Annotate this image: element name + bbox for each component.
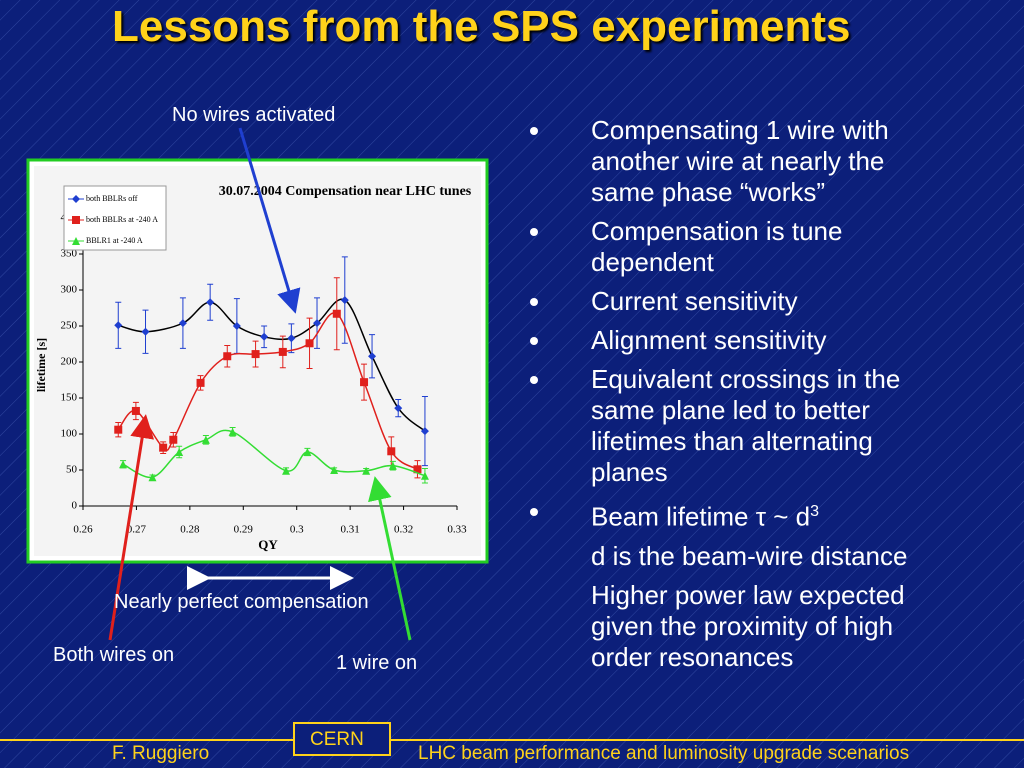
- annotation: 1 wire on: [336, 652, 418, 674]
- legend-label: BBLR1 at -240 A: [86, 236, 143, 245]
- org-box: [293, 722, 391, 756]
- point: [206, 298, 215, 307]
- point: [196, 378, 205, 387]
- point: [114, 321, 123, 330]
- point: [131, 406, 140, 415]
- x-tick-label: 0.28: [180, 524, 200, 536]
- slide-title: Lessons from the SPS experiments: [112, 2, 851, 51]
- point: [141, 327, 150, 336]
- point: [332, 309, 341, 318]
- point: [148, 473, 157, 482]
- point: [330, 466, 339, 474]
- note: d is the beam-wire distance: [591, 540, 908, 571]
- bullet-text: Beam lifetime τ ~ d: [591, 501, 811, 532]
- legend-marker: [72, 195, 80, 203]
- bullet: Compensating 1 wire with another wire at…: [520, 115, 940, 208]
- point: [228, 427, 237, 436]
- point: [387, 447, 396, 456]
- chart-title: 30.07.2004 Compensation near LHC tunes: [219, 184, 472, 199]
- point: [340, 296, 349, 305]
- y-tick-label: 300: [61, 284, 78, 296]
- bullet: Beam lifetime τ ~ d3: [520, 496, 940, 533]
- superscript: 3: [810, 503, 819, 520]
- bullet-text: Alignment sensitivity: [591, 325, 827, 355]
- point: [287, 334, 296, 343]
- bullet: Alignment sensitivity: [520, 325, 940, 356]
- y-tick-label: 350: [61, 248, 78, 260]
- y-tick-label: 150: [61, 392, 78, 404]
- x-tick-label: 0.27: [127, 524, 147, 536]
- chart: 0501001502002503003504000.260.270.280.29…: [34, 184, 472, 552]
- bullet-dot: [530, 337, 538, 345]
- bullet-text: Current sensitivity: [591, 286, 798, 316]
- arrow: [238, 127, 301, 314]
- arrow: [368, 476, 412, 641]
- bullet: Compensation is tune dependent: [520, 216, 940, 278]
- x-tick-label: 0.32: [394, 524, 413, 536]
- footer-org: CERN: [310, 729, 364, 750]
- bullet: Equivalent crossings in the same plane l…: [520, 364, 940, 488]
- bullet-text: Compensation is tune dependent: [591, 216, 843, 277]
- y-tick-label: 50: [66, 464, 78, 476]
- point: [159, 443, 168, 452]
- point: [313, 319, 322, 328]
- point: [360, 378, 369, 387]
- x-tick-label: 0.33: [447, 524, 467, 536]
- point: [278, 347, 287, 356]
- annotation: No wires activated: [172, 104, 336, 126]
- point: [305, 339, 314, 348]
- point: [119, 460, 128, 469]
- y-tick-label: 200: [61, 356, 78, 368]
- y-tick-label: 100: [61, 428, 78, 440]
- legend: [63, 185, 167, 251]
- bullet: Current sensitivity: [520, 286, 940, 317]
- legend-label: both BBLRs at -240 A: [86, 215, 158, 224]
- point: [394, 404, 403, 413]
- point: [175, 448, 184, 456]
- bullet-text: Equivalent crossings in the same plane l…: [591, 364, 901, 487]
- point: [362, 466, 371, 475]
- note: Higher power law expected given the prox…: [591, 579, 905, 672]
- bullet-dot: [530, 376, 538, 384]
- legend-marker: [72, 237, 80, 245]
- y-axis-label: lifetime [s]: [34, 338, 48, 392]
- point: [368, 352, 377, 361]
- point: [232, 322, 241, 330]
- x-tick-label: 0.26: [73, 524, 93, 536]
- point: [178, 319, 187, 328]
- point: [251, 350, 260, 359]
- legend-marker: [72, 216, 80, 224]
- y-tick-label: 250: [61, 320, 78, 332]
- bullet-dot: [530, 298, 538, 306]
- y-tick-label: 0: [72, 500, 78, 512]
- x-tick-label: 0.31: [341, 524, 360, 536]
- point: [223, 352, 232, 361]
- legend-label: both BBLRs off: [86, 194, 138, 203]
- point: [420, 471, 429, 480]
- arrow: [108, 414, 155, 641]
- point: [114, 425, 123, 434]
- point: [413, 465, 422, 474]
- footer-author: F. Ruggiero: [112, 743, 210, 764]
- point: [388, 461, 397, 470]
- bullet-dot: [530, 228, 538, 236]
- point: [201, 435, 210, 444]
- footer-talk: LHC beam performance and luminosity upgr…: [418, 743, 910, 764]
- x-axis-label: QY: [258, 537, 278, 552]
- point: [420, 427, 429, 436]
- bullet-text: Compensating 1 wire with another wire at…: [591, 115, 889, 207]
- annotation: Nearly perfect compensation: [114, 591, 369, 613]
- point: [303, 448, 312, 456]
- bullet-dot: [530, 127, 538, 135]
- x-tick-label: 0.3: [290, 524, 304, 536]
- point: [260, 332, 269, 341]
- annotation: Both wires on: [53, 644, 175, 666]
- point: [282, 466, 291, 475]
- x-tick-label: 0.29: [234, 524, 254, 536]
- bullet-dot: [530, 508, 538, 516]
- point: [169, 435, 178, 444]
- bullet-list: Compensating 1 wire with another wire at…: [520, 115, 940, 681]
